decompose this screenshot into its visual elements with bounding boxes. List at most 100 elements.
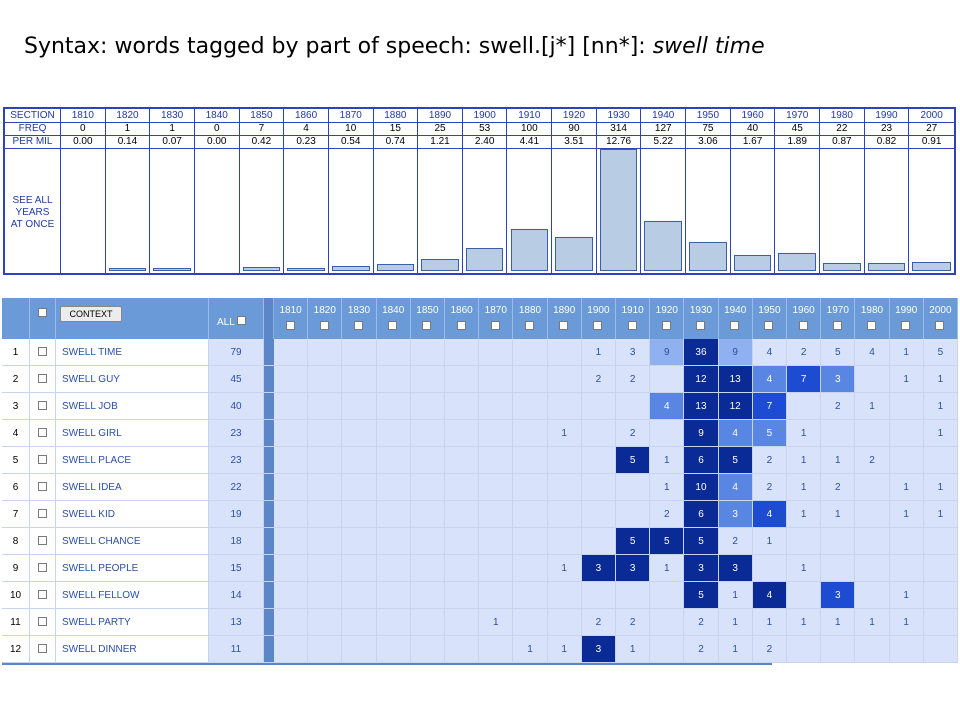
decade-count[interactable]: 1 — [923, 474, 958, 501]
decade-count[interactable]: 4 — [650, 393, 685, 420]
phrase-link[interactable]: SWELL KID — [56, 501, 209, 528]
decade-count[interactable]: 1 — [923, 501, 958, 528]
per-mil-bar[interactable] — [555, 237, 593, 271]
decade-label[interactable]: 1820 — [116, 110, 139, 121]
decade-count[interactable]: 10 — [684, 474, 719, 501]
per-mil-bar[interactable] — [778, 252, 817, 271]
decade-checkbox[interactable] — [524, 321, 534, 330]
decade-column[interactable]: 1980 22 0.87 — [820, 109, 865, 273]
decade-checkbox[interactable] — [422, 321, 432, 330]
decade-count[interactable]: 2 — [650, 501, 685, 528]
decade-count[interactable]: 1 — [616, 636, 651, 663]
decade-column[interactable]: 1900 53 2.40 — [463, 109, 508, 273]
decade-count[interactable]: 12 — [718, 393, 753, 420]
decade-count[interactable]: 1 — [718, 609, 753, 636]
row-checkbox[interactable] — [38, 563, 47, 572]
per-mil-bar[interactable] — [644, 221, 683, 271]
decade-count[interactable]: 1 — [547, 555, 582, 582]
decade-count[interactable]: 5 — [752, 420, 787, 447]
decade-column[interactable]: 1940 127 5.22 — [641, 109, 687, 273]
decade-count[interactable]: 2 — [684, 636, 719, 663]
decade-count[interactable]: 7 — [752, 393, 787, 420]
decade-checkbox[interactable] — [695, 321, 705, 330]
row-checkbox[interactable] — [38, 401, 47, 410]
decade-count[interactable]: 2 — [821, 474, 856, 501]
decade-count[interactable]: 9 — [650, 339, 685, 366]
row-checkbox[interactable] — [38, 617, 47, 626]
decade-count[interactable]: 2 — [616, 366, 651, 393]
decade-count[interactable]: 2 — [752, 474, 787, 501]
decade-column[interactable]: 1920 90 3.51 — [552, 109, 597, 273]
decade-label[interactable]: 1980 — [830, 110, 853, 121]
decade-count[interactable]: 1 — [923, 393, 958, 420]
decade-count[interactable]: 1 — [650, 555, 685, 582]
row-checkbox[interactable] — [38, 374, 47, 383]
decade-count[interactable]: 5 — [684, 528, 719, 555]
decade-count[interactable]: 3 — [821, 582, 856, 609]
phrase-link[interactable]: SWELL TIME — [56, 339, 209, 366]
decade-count[interactable]: 4 — [718, 420, 753, 447]
decade-count[interactable]: 13 — [718, 366, 753, 393]
decade-column[interactable]: 1820 1 0.14 — [106, 109, 151, 273]
decade-count[interactable]: 4 — [718, 474, 753, 501]
per-mil-bar[interactable] — [153, 268, 191, 271]
decade-count[interactable]: 2 — [616, 420, 651, 447]
decade-count[interactable]: 1 — [787, 474, 822, 501]
decade-count[interactable]: 1 — [855, 393, 890, 420]
per-mil-bar[interactable] — [912, 262, 951, 271]
decade-checkbox[interactable] — [901, 321, 911, 330]
per-mil-bar[interactable] — [108, 268, 147, 271]
decade-count[interactable]: 1 — [855, 609, 890, 636]
decade-count[interactable]: 1 — [718, 636, 753, 663]
decade-label[interactable]: 1870 — [339, 110, 362, 121]
per-mil-bar[interactable] — [867, 263, 906, 271]
per-mil-bar[interactable] — [733, 255, 772, 271]
decade-count[interactable]: 1 — [821, 447, 856, 474]
decade-checkbox[interactable] — [285, 321, 295, 330]
decade-column[interactable]: 1880 15 0.74 — [374, 109, 419, 273]
decade-column[interactable]: 1910 100 4.41 — [508, 109, 553, 273]
per-mil-bar[interactable] — [242, 266, 281, 271]
per-mil-bar[interactable] — [421, 259, 459, 271]
decade-count[interactable]: 1 — [752, 609, 787, 636]
decade-count[interactable]: 3 — [581, 555, 616, 582]
decade-checkbox[interactable] — [832, 321, 842, 330]
decade-count[interactable]: 1 — [787, 447, 822, 474]
row-checkbox[interactable] — [38, 509, 47, 518]
decade-count[interactable]: 4 — [855, 339, 890, 366]
decade-column[interactable]: 1810 0 0.00 — [61, 109, 106, 273]
decade-label[interactable]: 1940 — [652, 110, 675, 121]
per-mil-bar[interactable] — [287, 268, 325, 271]
decade-label[interactable]: 1830 — [160, 110, 184, 121]
see-all-years-link[interactable]: SEE ALL YEARS AT ONCE — [10, 195, 55, 230]
decade-count[interactable]: 1 — [752, 528, 787, 555]
decade-count[interactable]: 1 — [513, 636, 548, 663]
decade-count[interactable]: 1 — [889, 339, 924, 366]
decade-count[interactable]: 3 — [821, 366, 856, 393]
decade-column[interactable]: 1950 75 3.06 — [686, 109, 731, 273]
decade-label[interactable]: 2000 — [920, 110, 943, 121]
decade-label[interactable]: 1860 — [294, 110, 318, 121]
phrase-link[interactable]: SWELL JOB — [56, 393, 209, 420]
decade-count[interactable]: 1 — [718, 582, 753, 609]
decade-checkbox[interactable] — [866, 321, 876, 330]
decade-count[interactable]: 1 — [889, 582, 924, 609]
decade-count[interactable]: 5 — [821, 339, 856, 366]
decade-count[interactable]: 3 — [616, 339, 651, 366]
decade-count[interactable]: 1 — [581, 339, 616, 366]
decade-column[interactable]: 1860 4 0.23 — [284, 109, 329, 273]
decade-count[interactable]: 1 — [821, 501, 856, 528]
per-mil-bar[interactable] — [331, 265, 370, 271]
row-checkbox[interactable] — [38, 428, 47, 437]
decade-count[interactable]: 9 — [684, 420, 719, 447]
decade-count[interactable]: 1 — [821, 609, 856, 636]
decade-count[interactable]: 2 — [718, 528, 753, 555]
per-mil-bar[interactable] — [823, 262, 861, 271]
decade-count[interactable]: 5 — [718, 447, 753, 474]
phrase-link[interactable]: SWELL FELLOW — [56, 582, 209, 609]
decade-count[interactable]: 1 — [889, 474, 924, 501]
phrase-link[interactable]: SWELL PARTY — [56, 609, 209, 636]
decade-checkbox[interactable] — [593, 321, 603, 330]
decade-checkbox[interactable] — [798, 321, 808, 330]
row-checkbox[interactable] — [38, 455, 47, 464]
